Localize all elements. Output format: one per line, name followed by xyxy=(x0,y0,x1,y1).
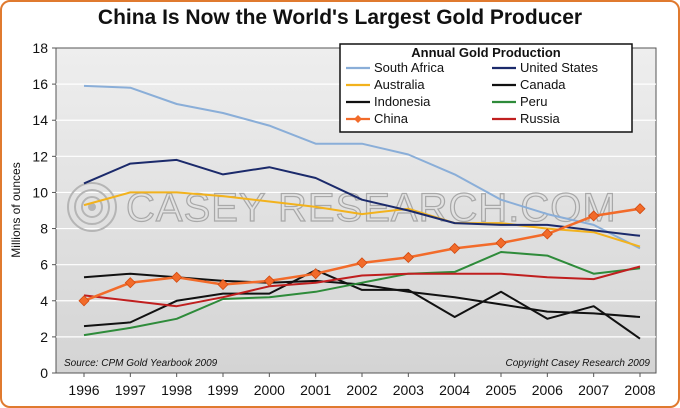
legend-title: Annual Gold Production xyxy=(411,45,561,60)
data-point-china xyxy=(449,242,461,254)
y-tick-label: 4 xyxy=(40,293,48,309)
series-line-united-states xyxy=(83,158,641,237)
source-note: Source: CPM Gold Yearbook 2009 xyxy=(64,358,218,369)
y-tick-label: 0 xyxy=(40,365,48,381)
x-tick-label: 2003 xyxy=(393,382,424,398)
x-tick-label: 1998 xyxy=(161,382,192,398)
data-point-china xyxy=(402,251,414,264)
y-axis-label: Millions of ounces xyxy=(9,162,23,257)
series-line-russia xyxy=(83,265,641,308)
watermark: CASEY RESEARCH.COM xyxy=(67,182,617,232)
legend-marker-china xyxy=(354,115,362,123)
x-tick-label: 2001 xyxy=(300,382,331,398)
legend-box xyxy=(339,43,633,133)
y-tick-label: 8 xyxy=(40,221,48,237)
y-tick-label: 16 xyxy=(32,76,48,92)
y-tick-label: 6 xyxy=(40,257,48,273)
legend-label-united-states: United States xyxy=(520,60,599,75)
data-point-china xyxy=(495,237,507,249)
x-tick-label: 2005 xyxy=(485,382,516,398)
legend-label-peru: Peru xyxy=(520,94,547,109)
data-point-china xyxy=(588,210,600,222)
y-tick-label: 2 xyxy=(40,329,48,345)
x-tick-label: 1997 xyxy=(115,382,146,398)
x-tick-label: 1996 xyxy=(68,382,99,398)
y-tick-label: 10 xyxy=(32,184,48,200)
legend-label-australia: Australia xyxy=(374,77,425,92)
y-tick-label: 18 xyxy=(32,40,48,56)
x-tick-label: 2000 xyxy=(254,382,285,398)
data-point-china xyxy=(171,271,183,283)
legend-label-canada: Canada xyxy=(520,77,566,92)
legend-label-indonesia: Indonesia xyxy=(374,94,431,109)
x-tick-label: 2002 xyxy=(346,382,377,398)
x-tick-label: 2008 xyxy=(624,382,655,398)
watermark-logo xyxy=(67,182,117,232)
x-tick-label: 2007 xyxy=(578,382,609,398)
data-point-china xyxy=(217,278,229,291)
data-point-china xyxy=(124,277,136,289)
data-point-china xyxy=(356,257,368,269)
data-point-china xyxy=(263,275,275,287)
legend-label-china: China xyxy=(374,111,409,126)
y-tick-label: 12 xyxy=(32,148,48,164)
data-point-china xyxy=(78,295,90,307)
chart-title: China Is Now the World's Largest Gold Pr… xyxy=(97,6,583,29)
series-line-south-africa xyxy=(83,84,641,250)
watermark-text: CASEY RESEARCH.COM xyxy=(126,186,617,230)
series-line-peru xyxy=(83,251,641,337)
data-point-china xyxy=(634,203,646,215)
y-tick-label: 14 xyxy=(32,112,48,128)
data-point-china xyxy=(310,268,322,280)
legend-label-russia: Russia xyxy=(520,111,561,126)
x-tick-label: 2006 xyxy=(532,382,563,398)
x-tick-label: 2004 xyxy=(439,382,470,398)
x-tick-label: 1999 xyxy=(207,382,238,398)
series-line-indonesia xyxy=(83,269,641,340)
copyright-note: Copyright Casey Research 2009 xyxy=(505,358,650,369)
legend-label-south-africa: South Africa xyxy=(374,60,445,75)
data-point-china xyxy=(541,228,553,240)
